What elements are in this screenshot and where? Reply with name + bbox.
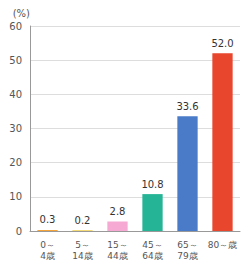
- svg-text:(%): (%): [13, 8, 30, 19]
- svg-text:5～: 5～: [75, 240, 90, 250]
- svg-text:14歳: 14歳: [72, 251, 92, 261]
- svg-text:0.2: 0.2: [75, 215, 91, 226]
- svg-text:60: 60: [9, 21, 22, 32]
- svg-text:40: 40: [9, 89, 22, 100]
- svg-text:4歳: 4歳: [40, 251, 55, 261]
- svg-text:20: 20: [9, 157, 22, 168]
- svg-text:44歳: 44歳: [107, 251, 127, 261]
- svg-text:52.0: 52.0: [211, 38, 233, 49]
- svg-text:15～: 15～: [107, 240, 127, 250]
- svg-text:0～: 0～: [40, 240, 55, 250]
- svg-text:50: 50: [9, 55, 22, 66]
- svg-text:80～歳: 80～歳: [208, 240, 237, 250]
- svg-text:79歳: 79歳: [177, 251, 197, 261]
- svg-text:65～: 65～: [177, 240, 197, 250]
- svg-text:10.8: 10.8: [141, 179, 163, 190]
- svg-text:0.3: 0.3: [40, 214, 56, 225]
- svg-text:64歳: 64歳: [142, 251, 162, 261]
- svg-text:2.8: 2.8: [110, 206, 126, 217]
- svg-text:0: 0: [16, 226, 22, 237]
- svg-text:10: 10: [9, 191, 22, 202]
- svg-text:33.6: 33.6: [176, 101, 198, 112]
- svg-text:45～: 45～: [142, 240, 162, 250]
- svg-text:30: 30: [9, 123, 22, 134]
